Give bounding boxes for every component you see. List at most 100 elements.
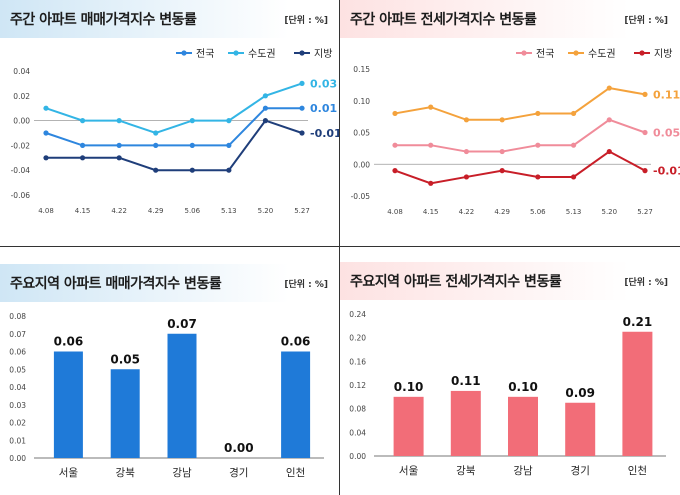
y-tick-label: 0.05 (9, 365, 26, 374)
bar-value-label: 0.10 (394, 380, 424, 394)
data-point (428, 142, 434, 148)
data-point (189, 142, 195, 148)
x-tick-label: 4.29 (148, 207, 164, 215)
legend-label: 전국 (196, 48, 214, 60)
bar-chart-sale-regional: 0.08 0.07 0.06 0.05 0.04 0.03 0.02 0.01 0.00 0.06… (9, 312, 324, 479)
x-tick-label: 5.20 (601, 208, 617, 216)
x-tick-label: 강북 (116, 467, 136, 479)
data-point (262, 105, 269, 111)
bar-value-label: 0.06 (54, 335, 84, 349)
x-tick-label: 서울 (399, 465, 419, 477)
x-tick-label: 4.29 (494, 208, 510, 216)
y-tick-label: 0.08 (349, 405, 366, 414)
panel-header: 주간 아파트 전세가격지수 변동률 [단위 : %] (340, 0, 680, 38)
y-tick-label: 0.02 (9, 419, 26, 428)
bar-value-label: 0.00 (224, 441, 254, 455)
panel-sale-weekly: 주간 아파트 매매가격지수 변동률 [단위 : %] 0.04 0.02 0.00 -… (0, 0, 340, 247)
data-point (153, 130, 159, 136)
end-value-label: 0.03 (310, 77, 337, 90)
y-tick-label: 0.02 (13, 92, 30, 101)
series-line (394, 150, 646, 185)
data-point (392, 168, 398, 174)
bar (508, 396, 538, 456)
data-point (428, 104, 434, 110)
x-tick-label: 인천 (628, 465, 647, 477)
data-point (79, 142, 86, 148)
bar-value-label: 0.10 (508, 380, 538, 394)
legend-marker (233, 50, 239, 56)
y-tick-label: 0.00 (13, 117, 30, 126)
horizontal-divider (0, 246, 680, 247)
y-tick-label: 0.04 (13, 67, 30, 76)
y-tick-label: 0.04 (349, 428, 366, 437)
end-value-label: 0.01 (310, 102, 337, 115)
bar-value-label: 0.21 (623, 315, 653, 329)
data-point (299, 130, 305, 136)
legend-label: 전국 (536, 48, 554, 60)
legend-marker (639, 50, 645, 56)
panel-jeonse-weekly: 주간 아파트 전세가격지수 변동률 [단위 : %] 0.15 0.10 0.05 0… (340, 0, 680, 247)
y-tick-label: 0.08 (9, 312, 26, 321)
data-point (642, 91, 648, 97)
data-point (116, 155, 122, 161)
series-line (395, 118, 646, 153)
legend-marker (181, 50, 187, 56)
panel-header: 주요지역 아파트 전세가격지수 변동률 [단위 : %] (340, 262, 680, 300)
data-point (43, 155, 49, 161)
y-tick-label: -0.02 (11, 141, 31, 150)
x-tick-label: 4.15 (423, 208, 439, 216)
x-tick-label: 경기 (571, 464, 590, 477)
panel-header: 주요지역 아파트 매매가격지수 변동률 [단위 : %] (0, 264, 340, 302)
data-point (606, 117, 612, 123)
x-tick-label: 강북 (456, 465, 476, 477)
panel-header: 주간 아파트 매매가격지수 변동률 [단위 : %] (0, 0, 340, 38)
x-tick-label: 5.13 (221, 207, 237, 215)
x-tick-label: 5.06 (530, 208, 546, 216)
x-tick-label: 4.08 (387, 208, 403, 216)
data-point (606, 85, 612, 91)
y-tick-label: 0.10 (353, 97, 370, 106)
data-point (262, 118, 269, 124)
x-tick-label: 5.13 (566, 208, 582, 216)
end-value-label: 0.05 (653, 127, 680, 140)
data-point (79, 155, 86, 161)
unit-label: [단위 : %] (284, 280, 328, 290)
bar (450, 390, 481, 456)
data-point (116, 118, 122, 124)
y-tick-label: 0.01 (9, 436, 26, 445)
data-point (535, 142, 541, 148)
panel-jeonse-regional: 주요지역 아파트 전세가격지수 변동률 [단위 : %] 0.24 0.20 0.1… (340, 248, 680, 495)
unit-label: [단위 : %] (624, 278, 668, 288)
data-point (153, 142, 159, 148)
data-point (463, 148, 470, 155)
bar-value-label: 0.05 (110, 352, 140, 366)
legend-label: 수도권 (248, 48, 276, 60)
series-line (46, 119, 303, 172)
bar (622, 331, 653, 456)
bar-value-label: 0.07 (167, 317, 197, 331)
bar-value-label: 0.06 (281, 335, 311, 349)
title-background (0, 264, 340, 302)
y-tick-label: 0.16 (349, 357, 366, 366)
y-tick-label: 0.15 (353, 65, 370, 74)
chart-title: 주간 아파트 전세가격지수 변동률 (350, 12, 537, 28)
vertical-divider (339, 0, 340, 495)
x-tick-label: 4.08 (38, 207, 54, 215)
data-point (463, 174, 470, 180)
x-tick-label: 5.27 (637, 208, 653, 216)
unit-label: [단위 : %] (284, 16, 328, 26)
title-background (0, 0, 340, 38)
title-background (340, 262, 680, 300)
end-value-label: -0.01 (653, 165, 680, 178)
data-point (299, 80, 305, 86)
end-value-label: 0.11 (653, 88, 680, 101)
x-tick-label: 4.15 (75, 207, 91, 215)
bar-value-label: 0.11 (451, 374, 481, 388)
y-tick-label: 0.06 (9, 348, 26, 357)
data-point (570, 142, 577, 148)
legend-label: 수도권 (588, 48, 616, 60)
x-tick-label: 인천 (286, 467, 305, 479)
x-tick-label: 4.22 (111, 207, 127, 215)
bar-chart-jeonse-regional: 0.24 0.20 0.16 0.12 0.08 0.04 0.00 0.10 서울 0.11 강북… (349, 310, 666, 477)
y-tick-label: 0.12 (349, 381, 366, 390)
